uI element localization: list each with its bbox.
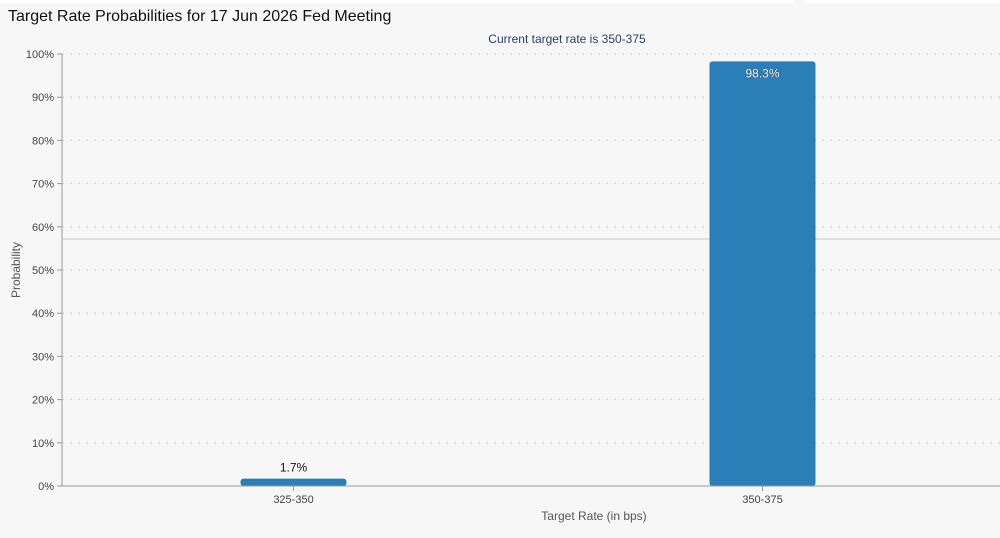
y-tick-label: 50% — [32, 265, 54, 277]
y-tick-label: 70% — [32, 179, 54, 191]
chart-title: Target Rate Probabilities for 17 Jun 202… — [8, 8, 392, 25]
bar-data-label: 98.3% — [745, 66, 779, 80]
bar-350-375[interactable] — [709, 61, 816, 487]
top-strip-gap — [794, 0, 804, 3]
y-tick-label: 80% — [32, 135, 54, 147]
bars: 1.7% 98.3% — [240, 61, 816, 487]
y-tick-label: 10% — [32, 438, 54, 450]
y-tick-label: 40% — [32, 308, 54, 320]
x-tick-label: 350-375 — [742, 494, 782, 506]
y-axis-title: Probability — [9, 242, 23, 298]
y-tick-label: 100% — [26, 49, 54, 61]
y-tick-label: 90% — [32, 92, 54, 104]
y-axis: 0% 10% 20% 30% 40% 50% 60% 70% 80% 90% 100% — [26, 49, 63, 493]
y-tick-label: 20% — [32, 395, 54, 407]
x-tick-label: 325-350 — [273, 494, 313, 506]
y-tick-label: 0% — [38, 481, 54, 493]
bar-325-350[interactable] — [240, 478, 347, 486]
gridlines — [62, 53, 1000, 444]
y-tick-label: 30% — [32, 351, 54, 363]
x-axis-title: Target Rate (in bps) — [541, 509, 646, 523]
bar-data-label: 1.7% — [280, 461, 308, 475]
y-tick-label: 60% — [32, 222, 54, 234]
x-axis: 325-350 350-375 — [62, 485, 1000, 506]
top-strip — [0, 0, 1000, 3]
chart-subtitle: Current target rate is 350-375 — [488, 32, 646, 46]
